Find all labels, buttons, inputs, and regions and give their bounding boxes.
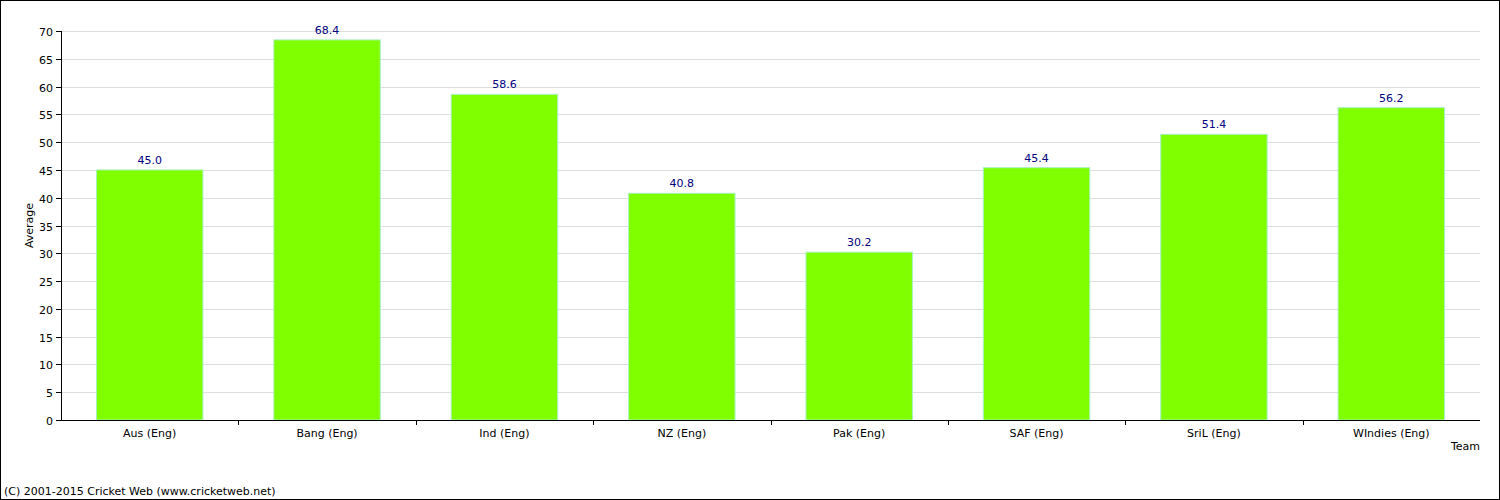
bar	[1338, 108, 1444, 420]
x-tick	[1303, 420, 1304, 425]
x-tick-label: SAF (Eng)	[1010, 427, 1064, 440]
y-tick-label: 5	[46, 387, 53, 400]
y-tick	[56, 31, 61, 32]
y-tick-label: 0	[46, 415, 53, 428]
y-tick-label: 35	[39, 221, 53, 234]
chart: 0 5 10 15 20 25 30 35 40 45 50 55 60 65 70 45.0 68.4 58.6…	[0, 0, 1500, 500]
bar	[274, 40, 380, 420]
y-tick	[56, 198, 61, 199]
y-tick-label: 30	[39, 248, 53, 261]
data-label: 40.8	[670, 177, 695, 190]
y-tick-label: 70	[39, 26, 53, 39]
x-tick-label: Bang (Eng)	[296, 427, 357, 440]
x-tick	[948, 420, 949, 425]
y-tick	[56, 364, 61, 365]
x-tick	[593, 420, 594, 425]
bar	[1161, 134, 1267, 420]
y-axis	[61, 31, 62, 420]
x-tick-label: WIndies (Eng)	[1353, 427, 1430, 440]
x-tick-label: Pak (Eng)	[833, 427, 885, 440]
x-axis-label: Team	[1450, 440, 1480, 453]
data-label: 45.4	[1024, 152, 1049, 165]
y-tick	[56, 87, 61, 88]
y-tick	[56, 114, 61, 115]
y-tick	[56, 337, 61, 338]
grid-line	[61, 420, 1480, 421]
bar	[451, 94, 557, 420]
x-tick-label: Ind (Eng)	[479, 427, 529, 440]
y-tick	[56, 170, 61, 171]
y-tick	[56, 420, 61, 421]
data-label: 68.4	[315, 24, 340, 37]
bar	[806, 252, 912, 420]
y-tick-label: 45	[39, 165, 53, 178]
bar	[983, 168, 1089, 420]
data-label: 51.4	[1202, 118, 1227, 131]
y-tick-label: 55	[39, 109, 53, 122]
x-tick-label: SriL (Eng)	[1187, 427, 1241, 440]
grid-line	[61, 31, 1480, 32]
y-tick-label: 10	[39, 359, 53, 372]
y-tick	[56, 59, 61, 60]
data-label: 30.2	[847, 236, 872, 249]
data-label: 45.0	[137, 154, 162, 167]
y-tick-label: 40	[39, 193, 53, 206]
x-axis	[61, 420, 1480, 421]
x-tick	[416, 420, 417, 425]
x-tick-label: NZ (Eng)	[657, 427, 706, 440]
y-tick-label: 15	[39, 332, 53, 345]
bar	[629, 193, 735, 420]
frame	[1, 1, 1500, 500]
bars	[96, 40, 1444, 420]
y-tick-label: 50	[39, 137, 53, 150]
y-tick	[56, 281, 61, 282]
y-tick	[56, 309, 61, 310]
y-tick-label: 65	[39, 54, 53, 67]
data-label: 58.6	[492, 78, 517, 91]
footer-note: (C) 2001-2015 Cricket Web (www.cricketwe…	[4, 485, 276, 498]
y-tick	[56, 142, 61, 143]
y-tick-label: 20	[39, 304, 53, 317]
y-axis-label: Average	[23, 203, 36, 248]
x-tick	[238, 420, 239, 425]
y-tick	[56, 392, 61, 393]
x-tick	[771, 420, 772, 425]
y-tick-label: 60	[39, 82, 53, 95]
x-tick-label: Aus (Eng)	[123, 427, 176, 440]
x-tick	[1125, 420, 1126, 425]
bar	[96, 170, 202, 420]
data-label: 56.2	[1379, 92, 1404, 105]
y-tick-label: 25	[39, 276, 53, 289]
y-tick	[56, 253, 61, 254]
y-tick	[56, 226, 61, 227]
